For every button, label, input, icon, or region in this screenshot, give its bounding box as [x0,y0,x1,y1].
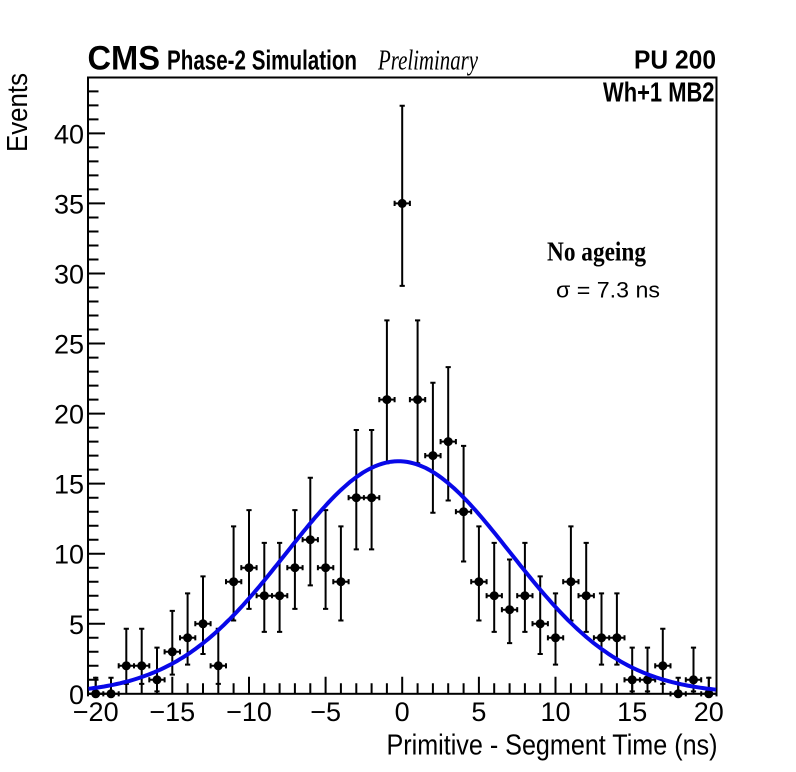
svg-text:Preliminary: Preliminary [377,45,478,77]
svg-text:30: 30 [54,260,84,290]
svg-text:5: 5 [471,697,486,727]
svg-text:No ageing: No ageing [547,237,646,267]
svg-text:Primitive - Segment Time (ns): Primitive - Segment Time (ns) [387,730,718,762]
svg-text:5: 5 [69,610,84,640]
svg-text:35: 35 [54,189,84,219]
svg-text:10: 10 [54,540,84,570]
svg-text:40: 40 [54,119,84,149]
svg-text:−15: −15 [149,697,195,727]
svg-text:15: 15 [617,697,647,727]
svg-text:−10: −10 [226,697,272,727]
svg-text:20: 20 [54,400,84,430]
svg-text:Phase-2 Simulation: Phase-2 Simulation [167,45,357,76]
svg-text:−20: −20 [73,697,119,727]
svg-text:Wh+1 MB2: Wh+1 MB2 [603,77,715,108]
svg-text:10: 10 [540,697,570,727]
svg-text:15: 15 [54,470,84,500]
svg-text:20: 20 [694,697,724,727]
svg-text:−5: −5 [310,697,341,727]
svg-text:PU 200: PU 200 [634,45,716,75]
svg-text:0: 0 [69,680,84,710]
svg-text:Events: Events [2,73,34,152]
svg-text:σ = 7.3 ns: σ = 7.3 ns [556,278,660,303]
svg-text:25: 25 [54,330,84,360]
svg-text:CMS: CMS [88,40,161,78]
svg-text:0: 0 [395,697,410,727]
